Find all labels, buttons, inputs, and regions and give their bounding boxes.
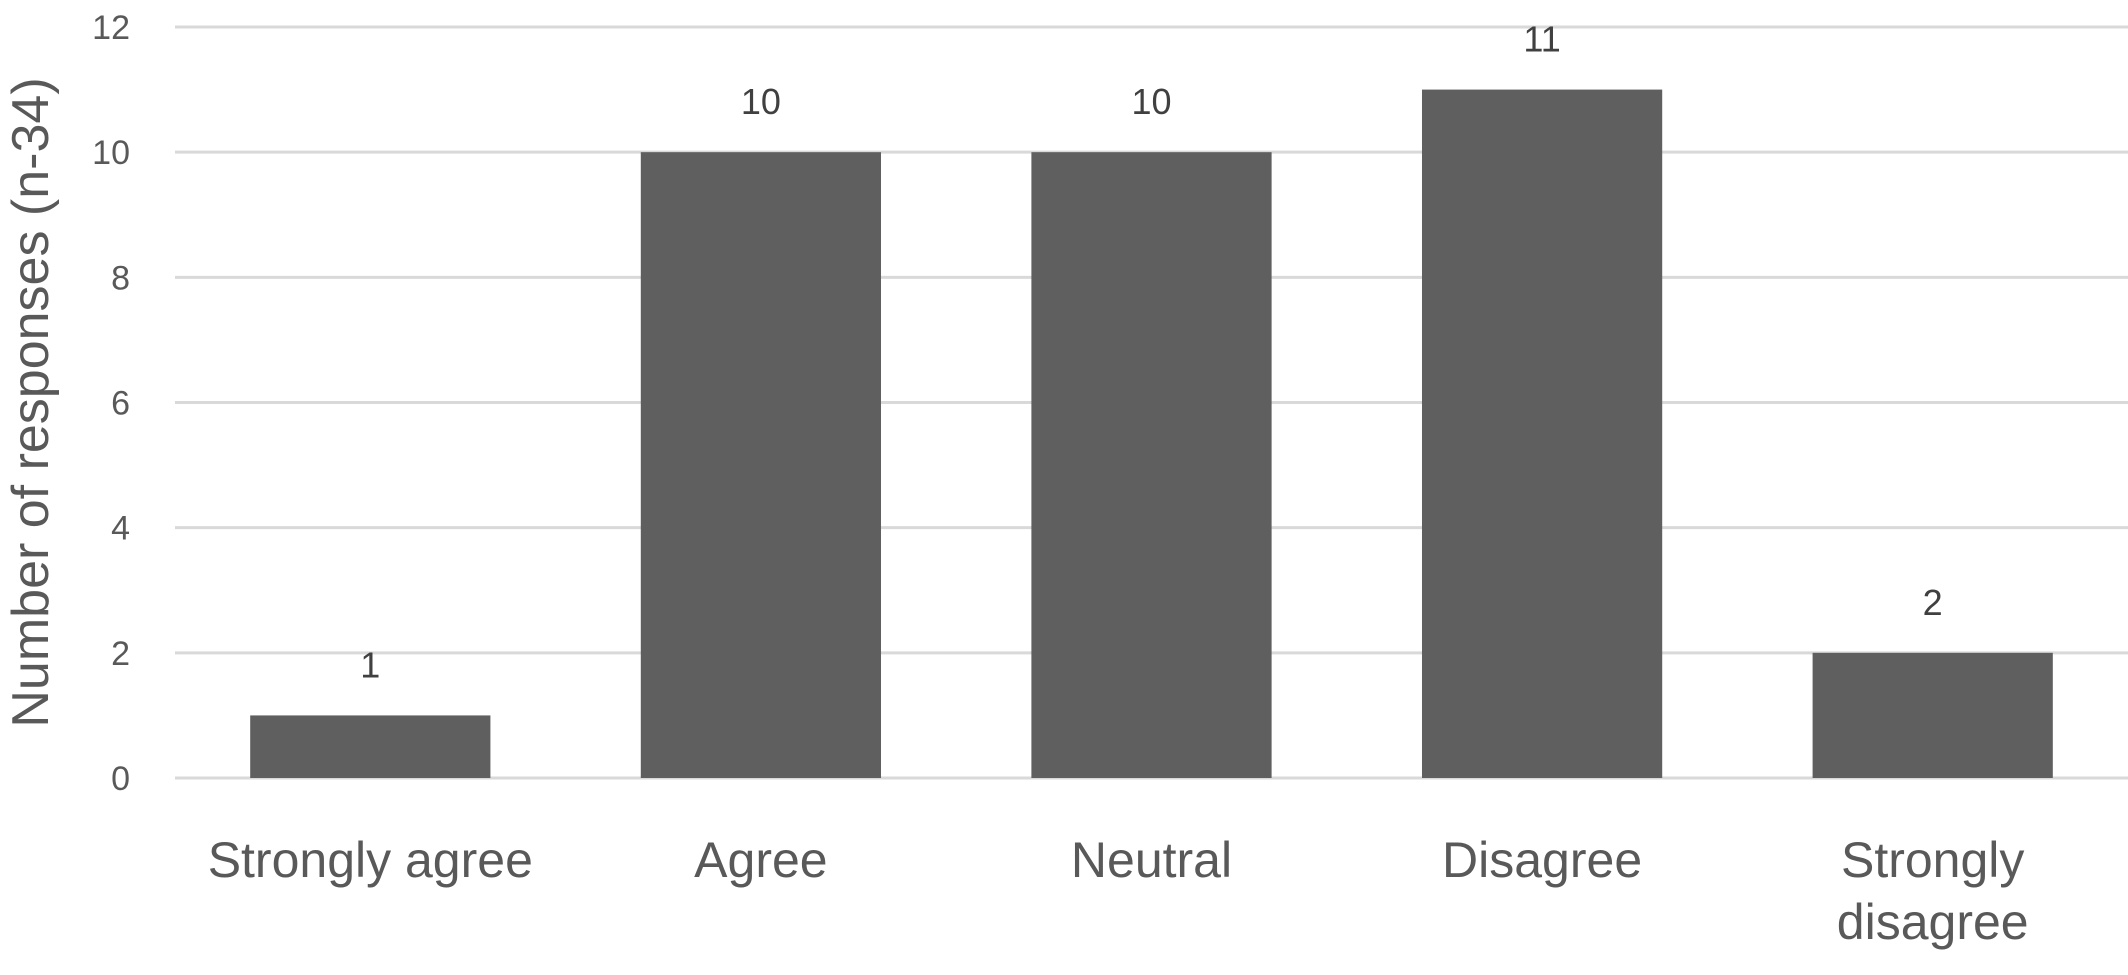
y-tick-label: 12 xyxy=(92,9,130,47)
x-axis-categories: Strongly agree Agree Neutral Disagree Strong… xyxy=(208,832,2029,950)
bars xyxy=(250,89,2053,779)
x-category-label: Disagree xyxy=(1442,832,1642,888)
bar xyxy=(1812,652,2053,778)
y-tick-label: 8 xyxy=(111,259,130,297)
bar xyxy=(1421,89,1663,779)
y-tick-label: 0 xyxy=(111,760,130,798)
bar xyxy=(640,152,882,778)
data-label: 1 xyxy=(360,644,380,685)
y-axis-ticks: 0 2 4 6 8 10 12 xyxy=(92,9,130,798)
y-tick-label: 2 xyxy=(111,635,130,673)
x-category-label: Neutral xyxy=(1071,832,1232,888)
data-label: 10 xyxy=(1131,81,1171,122)
data-label: 11 xyxy=(1523,19,1560,60)
data-labels: 1 10 10 11 2 xyxy=(360,19,1942,686)
y-tick-label: 10 xyxy=(92,134,130,172)
x-category-label: Strongly disagree xyxy=(1837,832,2029,950)
x-category-label: Agree xyxy=(694,832,827,888)
y-axis-title: Number of responses (n-34) xyxy=(2,77,60,727)
y-tick-label: 6 xyxy=(111,385,130,423)
bar xyxy=(250,715,491,778)
data-label: 2 xyxy=(1923,582,1943,623)
x-category-label: Strongly agree xyxy=(208,832,533,888)
y-tick-label: 4 xyxy=(111,510,130,548)
bar xyxy=(1031,152,1272,778)
data-label: 10 xyxy=(741,81,781,122)
